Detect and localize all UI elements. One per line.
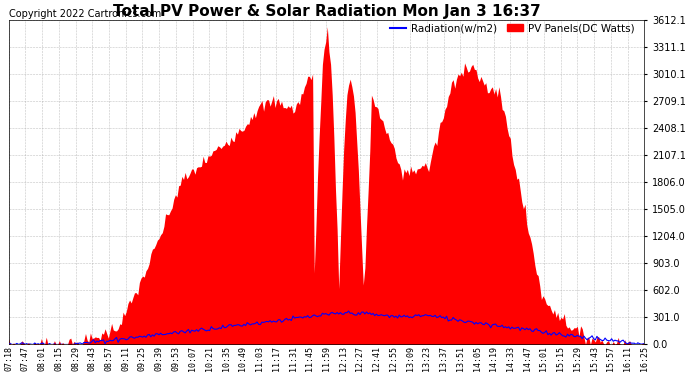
Text: Copyright 2022 Cartronics.com: Copyright 2022 Cartronics.com [9, 9, 161, 19]
Title: Total PV Power & Solar Radiation Mon Jan 3 16:37: Total PV Power & Solar Radiation Mon Jan… [112, 4, 540, 19]
Legend: Radiation(w/m2), PV Panels(DC Watts): Radiation(w/m2), PV Panels(DC Watts) [386, 19, 639, 38]
